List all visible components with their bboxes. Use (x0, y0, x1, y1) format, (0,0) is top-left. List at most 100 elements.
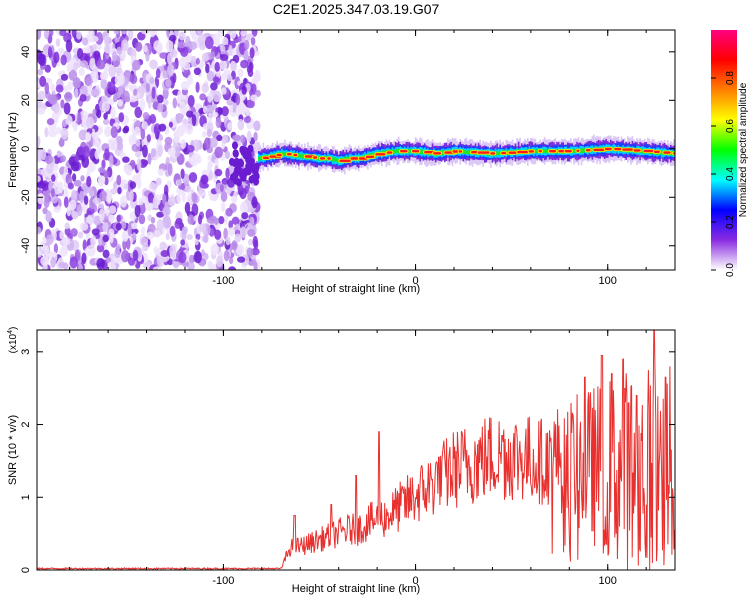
noise-speckle (44, 155, 54, 165)
noise-speckle (51, 174, 56, 182)
noise-speckle (104, 35, 109, 47)
snr-scale-base: (x10 (8, 333, 19, 353)
noise-speckle (44, 82, 50, 95)
noise-speckle (228, 266, 237, 270)
signal-onset-speckle (232, 149, 239, 158)
noise-speckle (217, 30, 224, 38)
noise-speckle (204, 36, 214, 50)
noise-speckle (123, 125, 130, 133)
noise-speckle (44, 127, 49, 138)
noise-speckle (244, 39, 250, 50)
colorbar-ticks: 0.0 0.2 0.4 0.6 0.8 (711, 71, 736, 277)
noise-speckle (230, 60, 237, 72)
y-tick-label: 3 (20, 349, 32, 355)
noise-speckle (87, 161, 96, 173)
noise-speckle (228, 44, 233, 57)
noise-speckle (135, 150, 142, 158)
noise-speckle (42, 188, 51, 199)
chart-title: C2E1.2025.347.03.19.G07 (273, 1, 440, 17)
signal-hot-core (412, 150, 420, 153)
noise-speckle (225, 207, 233, 217)
noise-speckle (145, 49, 150, 62)
y-tick-label: 20 (20, 94, 32, 106)
noise-speckle (99, 72, 105, 80)
noise-speckle (132, 232, 137, 241)
noise-speckle (89, 187, 94, 197)
noise-speckle (97, 175, 106, 186)
noise-speckle (83, 195, 89, 205)
signal-track-cell (465, 150, 468, 154)
noise-speckle (63, 102, 71, 115)
signal-track-cell (582, 148, 584, 154)
noise-speckle (73, 62, 79, 72)
noise-speckle (59, 30, 67, 37)
spectrogram-signal-track (228, 134, 675, 187)
noise-speckle (37, 107, 46, 115)
signal-onset-speckle (253, 172, 260, 181)
noise-speckle (186, 110, 194, 118)
noise-speckle (149, 59, 158, 70)
noise-speckle (67, 81, 74, 91)
snr-y-label: SNR (10 * v/v) (7, 415, 19, 485)
signal-track-cell (299, 154, 302, 158)
noise-speckle (118, 73, 125, 86)
noise-speckle (219, 60, 228, 71)
noise-speckle (128, 95, 137, 103)
noise-speckle (132, 59, 141, 71)
noise-speckle (129, 181, 137, 190)
noise-speckle (139, 97, 146, 111)
noise-speckle (101, 159, 106, 169)
noise-speckle (151, 86, 156, 99)
signal-hot-core (312, 156, 318, 159)
noise-speckle (107, 138, 114, 145)
signal-track-cell (545, 149, 548, 154)
noise-speckle (165, 232, 170, 241)
noise-speckle (79, 190, 85, 204)
noise-speckle (169, 34, 177, 42)
noise-speckle (136, 158, 142, 171)
colorbar-tick-label: 0.4 (725, 167, 736, 181)
noise-speckle (188, 41, 198, 51)
noise-speckle (76, 204, 83, 217)
noise-speckle (78, 67, 85, 76)
signal-onset-speckle (245, 155, 252, 164)
noise-speckle (158, 168, 165, 176)
noise-speckle (67, 182, 74, 190)
noise-speckle (121, 230, 129, 242)
y-tick-label: 40 (20, 46, 32, 58)
noise-speckle (96, 258, 105, 270)
noise-speckle (175, 113, 185, 120)
signal-track-cell (534, 149, 537, 154)
noise-speckle (219, 54, 229, 61)
noise-speckle (238, 102, 246, 114)
noise-speckle (251, 196, 258, 209)
noise-speckle (188, 172, 198, 183)
noise-speckle (234, 233, 242, 243)
noise-speckle (79, 94, 87, 102)
signal-track-cell (573, 149, 575, 153)
noise-speckle (105, 257, 112, 264)
noise-speckle (201, 131, 208, 138)
noise-speckle (91, 88, 100, 97)
noise-speckle (60, 73, 69, 81)
noise-speckle (69, 256, 78, 269)
noise-speckle (228, 220, 233, 230)
noise-speckle (195, 81, 200, 93)
noise-speckle (247, 228, 256, 237)
noise-speckle (37, 68, 44, 76)
noise-speckle (82, 145, 90, 159)
noise-speckle (212, 33, 220, 46)
noise-speckle (92, 43, 97, 51)
noise-speckle (121, 250, 130, 263)
noise-speckle (221, 178, 229, 185)
noise-speckle (39, 75, 47, 87)
snr-scale-end: ) (8, 327, 19, 330)
noise-speckle (81, 155, 90, 168)
signal-hot-core (477, 151, 490, 154)
noise-speckle (179, 101, 186, 114)
noise-speckle (220, 202, 226, 213)
noise-speckle (37, 193, 45, 205)
noise-speckle (203, 234, 209, 244)
noise-speckle (172, 97, 178, 109)
x-tick-label: 0 (413, 275, 419, 287)
